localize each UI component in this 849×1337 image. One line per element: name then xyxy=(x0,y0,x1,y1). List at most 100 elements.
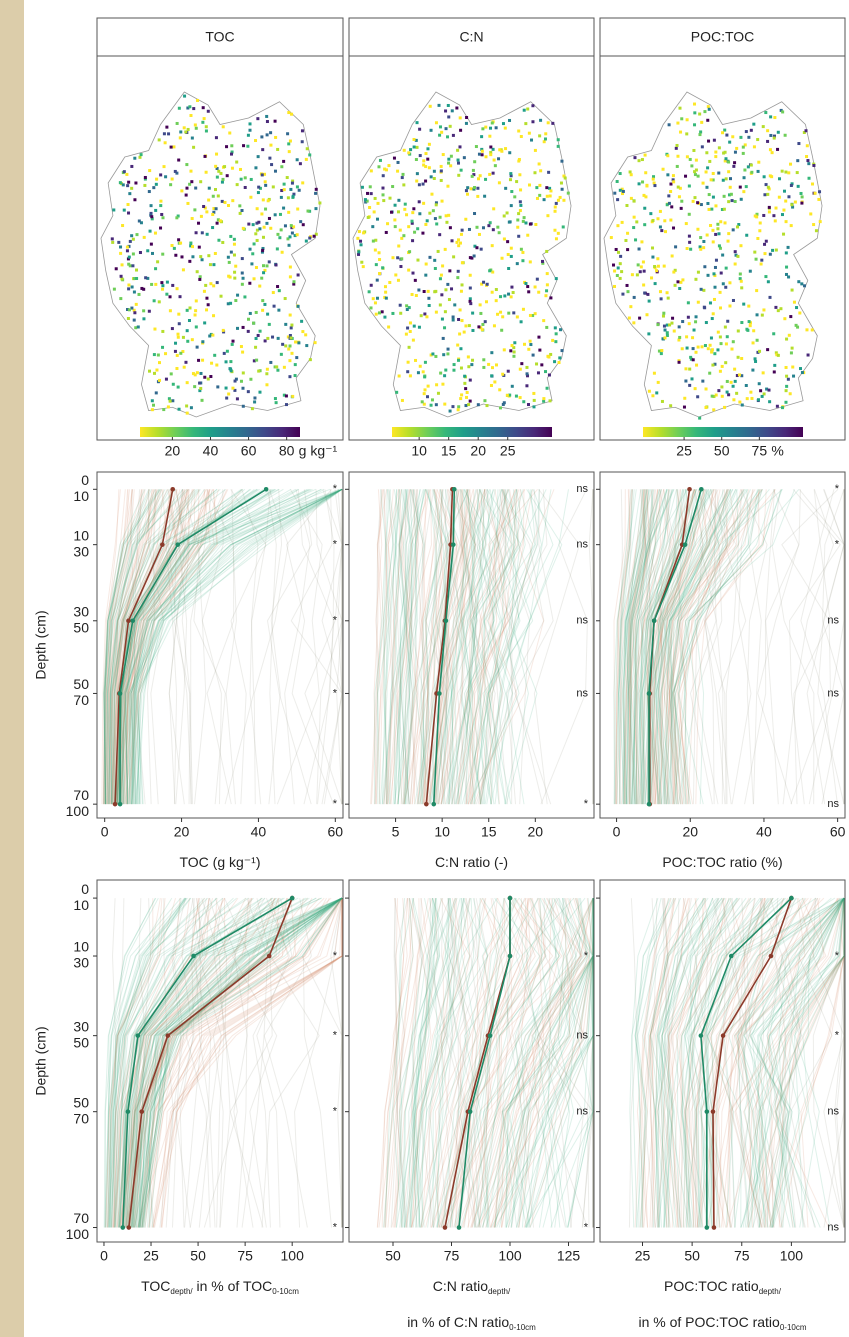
profile-line xyxy=(669,489,749,805)
map-site xyxy=(428,255,432,259)
significance-label: * xyxy=(333,539,338,551)
map-site xyxy=(276,285,280,289)
map-site xyxy=(488,221,492,225)
map-site xyxy=(712,395,716,399)
map-site xyxy=(735,146,739,150)
profile-line xyxy=(494,897,577,1228)
map-site xyxy=(696,395,700,399)
map-site xyxy=(437,103,441,107)
profile-line xyxy=(460,489,483,805)
map-site xyxy=(618,262,622,266)
profile-line xyxy=(648,489,665,805)
profile-line xyxy=(780,898,845,1228)
profile-line xyxy=(761,897,801,1228)
x-axis-title-part: C:N ratio (-) xyxy=(435,854,508,870)
map-site xyxy=(524,282,528,286)
profile-line xyxy=(185,898,211,1228)
map-site xyxy=(263,180,267,184)
map-site xyxy=(177,407,181,411)
y-tick-label: 30 xyxy=(73,1018,89,1034)
map-site xyxy=(168,399,172,403)
profile-line xyxy=(663,489,745,805)
profile-line xyxy=(451,489,477,805)
profile-line xyxy=(141,897,343,1228)
map-site xyxy=(428,211,432,215)
colorbar-tick-label: 20 xyxy=(165,443,181,459)
y-tick-label: 70 xyxy=(73,1210,89,1226)
map-site xyxy=(119,251,123,255)
map-site xyxy=(753,250,757,254)
map-site xyxy=(387,325,391,329)
map-site xyxy=(645,313,649,317)
map-site xyxy=(489,153,493,157)
x-tick-label: 40 xyxy=(251,824,267,840)
map-site xyxy=(538,134,542,138)
map-site xyxy=(171,399,175,403)
profile-line xyxy=(632,489,669,805)
map-site xyxy=(290,351,294,355)
map-site xyxy=(748,324,752,328)
map-site xyxy=(473,244,477,248)
profile-line xyxy=(463,489,502,805)
profile-line xyxy=(419,489,443,805)
profile-line xyxy=(656,897,709,1228)
map-site xyxy=(261,308,265,312)
map-site xyxy=(512,346,516,350)
map-site xyxy=(376,217,380,221)
map-site xyxy=(212,263,216,267)
map-site xyxy=(154,391,158,395)
profile-line xyxy=(740,897,845,1228)
map-site xyxy=(727,232,731,236)
profile-line xyxy=(404,898,440,1228)
profile-line xyxy=(677,489,745,805)
map-site xyxy=(669,182,673,186)
map-site xyxy=(451,133,455,137)
map-site xyxy=(368,185,372,189)
significance-label: * xyxy=(584,1221,589,1233)
profile-line xyxy=(113,489,172,805)
map-site xyxy=(230,166,234,170)
map-site xyxy=(750,396,754,400)
map-site xyxy=(776,147,780,151)
map-site xyxy=(789,351,793,355)
profile-line xyxy=(122,488,312,805)
map-site xyxy=(660,229,664,233)
map-site xyxy=(422,163,426,167)
profile-line xyxy=(336,489,343,805)
map-site xyxy=(143,177,147,181)
profile-line xyxy=(482,897,594,1228)
map-site xyxy=(424,179,428,183)
map-site xyxy=(544,370,548,374)
map-site xyxy=(260,250,264,254)
map-site xyxy=(220,180,224,184)
map-site xyxy=(305,147,309,151)
map-site xyxy=(202,289,206,293)
profile-line xyxy=(494,898,581,1228)
profile-line xyxy=(639,489,658,805)
map-site xyxy=(360,260,364,264)
map-site xyxy=(505,393,509,397)
map-site xyxy=(127,287,131,291)
profile-line xyxy=(470,489,504,805)
map-site xyxy=(747,320,751,324)
map-site xyxy=(732,164,736,168)
map-site xyxy=(563,176,567,180)
map-site xyxy=(692,148,696,152)
profile-line xyxy=(817,489,845,805)
map-site xyxy=(373,196,377,200)
map-site xyxy=(213,251,217,255)
map-site xyxy=(755,212,759,216)
profile-line xyxy=(500,897,594,1228)
profile-line xyxy=(653,489,695,805)
map-site xyxy=(676,121,680,125)
map-site xyxy=(491,228,495,232)
map-site xyxy=(471,311,475,315)
map-site xyxy=(500,149,504,153)
profile-line xyxy=(506,898,589,1228)
map-site xyxy=(295,185,299,189)
profile-line xyxy=(380,489,398,805)
map-site xyxy=(121,224,125,228)
map-site xyxy=(694,315,698,319)
map-site xyxy=(723,159,727,163)
map-site xyxy=(795,171,799,175)
